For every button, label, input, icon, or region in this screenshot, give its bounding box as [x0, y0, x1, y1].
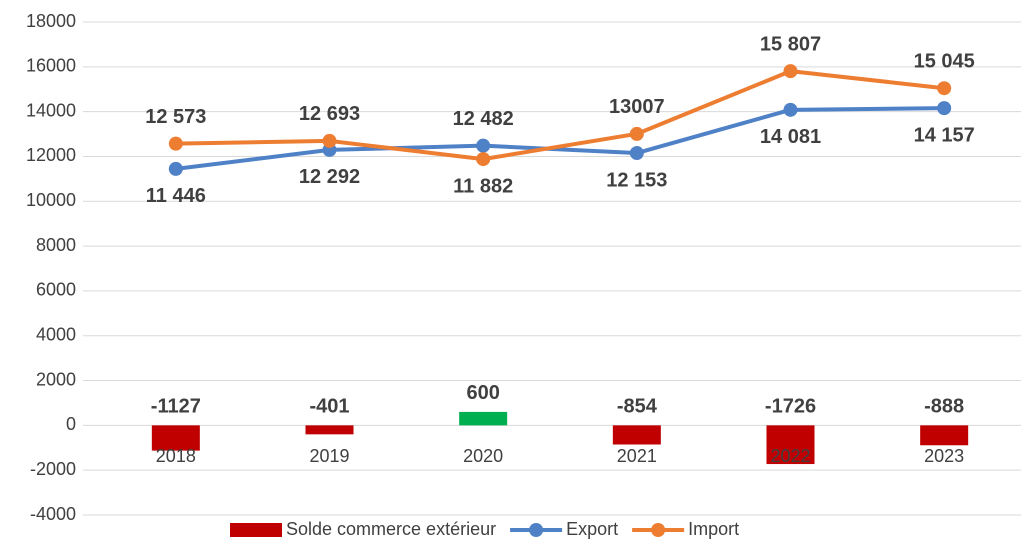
y-tick-label: 18000 — [26, 11, 76, 31]
x-tick-label: 2019 — [309, 446, 349, 466]
bar — [151, 425, 200, 451]
data-label: -1726 — [765, 396, 816, 418]
bar — [459, 411, 508, 426]
data-label: 15 045 — [914, 51, 975, 73]
data-label: 12 292 — [299, 166, 360, 188]
marker — [937, 101, 952, 116]
legend-swatch — [230, 523, 282, 537]
x-tick-label: 2021 — [617, 446, 657, 466]
x-tick-label: 2018 — [156, 446, 196, 466]
y-tick-label: 16000 — [26, 56, 76, 76]
marker — [476, 138, 491, 153]
data-label: 14 157 — [914, 124, 975, 146]
marker — [476, 152, 491, 167]
legend-swatch — [651, 523, 666, 537]
data-label: 12 693 — [299, 103, 360, 125]
y-tick-label: 8000 — [36, 235, 76, 255]
y-tick-label: 10000 — [26, 190, 76, 210]
x-tick-label: 2022 — [770, 446, 810, 466]
data-label: -854 — [617, 396, 658, 418]
marker — [937, 81, 952, 96]
y-tick-label: 4000 — [36, 324, 76, 344]
line — [175, 106, 945, 171]
data-label: 14 081 — [760, 126, 821, 148]
data-label: -888 — [924, 396, 964, 418]
y-tick-label: -4000 — [30, 504, 76, 524]
y-tick-label: 2000 — [36, 369, 76, 389]
marker — [168, 136, 183, 151]
marker — [168, 161, 183, 176]
data-label: -1127 — [151, 396, 201, 418]
data-label: 12 153 — [606, 169, 667, 191]
marker — [783, 102, 798, 117]
data-label: 12 482 — [453, 108, 514, 130]
legend-label: Import — [688, 519, 739, 539]
legend-label: Export — [566, 519, 618, 539]
bar — [766, 425, 815, 465]
bar — [305, 425, 354, 435]
marker — [322, 133, 337, 148]
data-label: 11 882 — [453, 175, 513, 197]
data-label: 11 446 — [146, 185, 206, 207]
x-tick-label: 2020 — [463, 446, 503, 466]
y-tick-label: -2000 — [30, 459, 76, 479]
legend-label: Solde commerce extérieur — [286, 519, 496, 539]
bar — [920, 425, 969, 446]
data-label: 15 807 — [760, 33, 821, 55]
marker — [629, 146, 644, 161]
y-tick-label: 14000 — [26, 100, 76, 120]
y-tick-label: 12000 — [26, 145, 76, 165]
y-tick-label: 0 — [66, 414, 76, 434]
legend-swatch — [529, 523, 544, 537]
y-tick-label: 6000 — [36, 280, 76, 300]
marker — [629, 126, 644, 141]
marker — [783, 64, 798, 79]
data-label: -401 — [309, 396, 349, 418]
bar — [612, 425, 661, 445]
data-label: 12 573 — [145, 106, 206, 128]
line — [175, 69, 945, 162]
x-tick-label: 2023 — [924, 446, 964, 466]
data-label: 600 — [466, 382, 499, 404]
data-label: 13007 — [609, 96, 665, 118]
